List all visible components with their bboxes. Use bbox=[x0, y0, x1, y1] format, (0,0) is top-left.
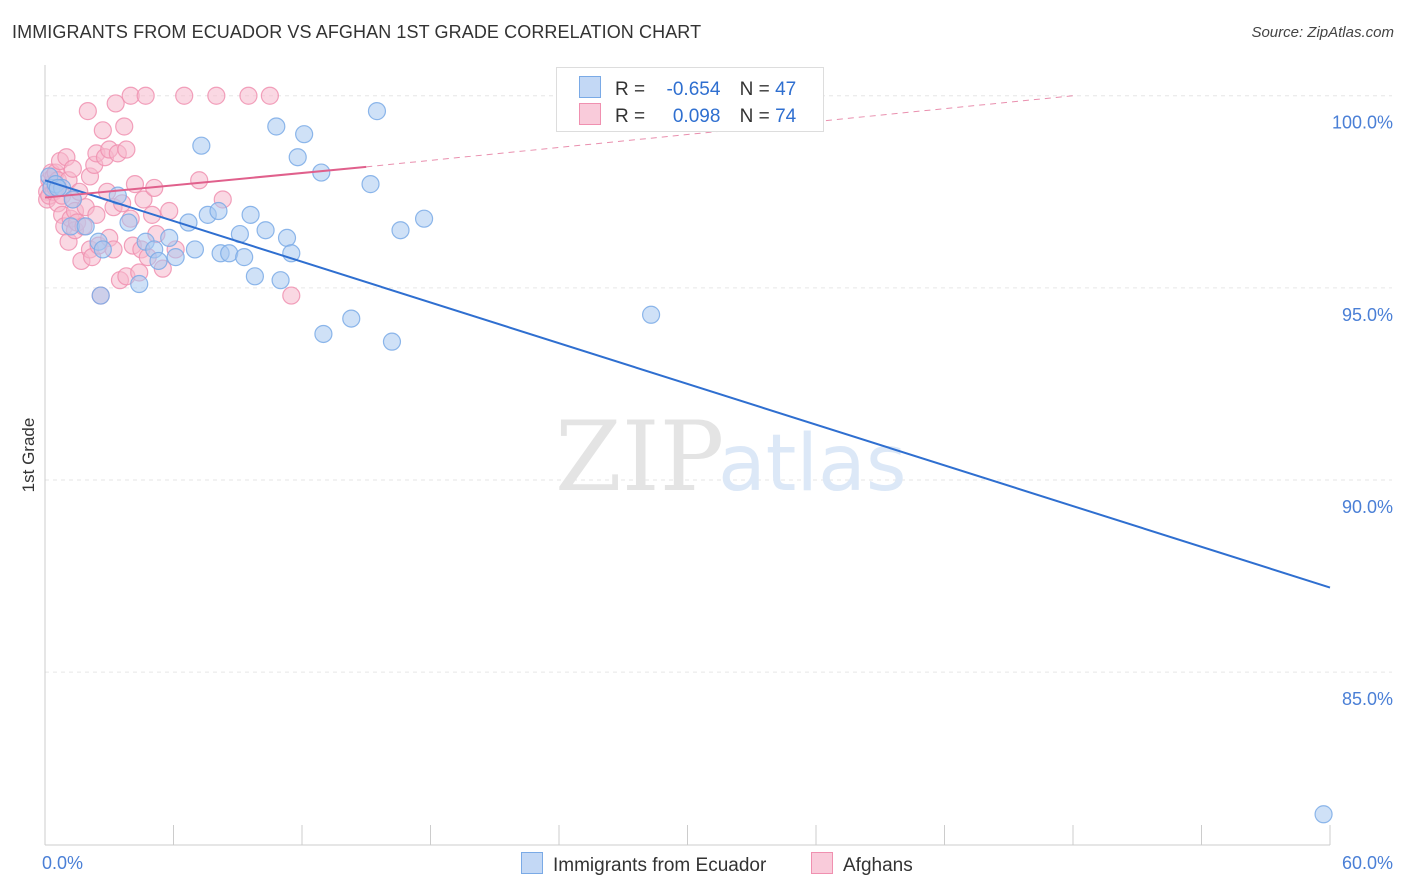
y-tick-label: 90.0% bbox=[1342, 497, 1393, 517]
legend-swatch-afghans bbox=[579, 103, 601, 125]
y-tick-label: 95.0% bbox=[1342, 305, 1393, 325]
trend-layer bbox=[44, 95, 1331, 589]
x-tick-label: 60.0% bbox=[1342, 853, 1393, 873]
ecuador-point bbox=[342, 309, 361, 328]
afghans-trendline bbox=[44, 165, 367, 199]
points-layer bbox=[38, 86, 1333, 824]
bottom-legend-afghans: Afghans bbox=[811, 852, 913, 877]
ecuador-point bbox=[166, 248, 185, 267]
afghans-point bbox=[134, 190, 153, 209]
ecuador-point bbox=[367, 102, 387, 121]
ecuador-point bbox=[391, 221, 410, 240]
ecuador-point bbox=[414, 209, 434, 228]
ecuador-point bbox=[314, 324, 333, 344]
ecuador-point bbox=[245, 267, 264, 286]
ecuador-point bbox=[295, 125, 314, 144]
source-label: Source: ZipAtlas.com bbox=[1251, 24, 1394, 41]
ecuador-point bbox=[91, 286, 110, 305]
label-layer: 85.0% 90.0% 95.0% 100.0% 0.0% 60.0% 1st Grade bbox=[19, 113, 1393, 873]
bottom-legend-label-ecuador: Immigrants from Ecuador bbox=[553, 855, 767, 876]
afghans-point bbox=[106, 94, 125, 113]
grid-layer bbox=[45, 95, 1392, 673]
ecuador-point bbox=[209, 201, 228, 221]
legend-n-value-afghans: 74 bbox=[775, 106, 797, 127]
afghans-point bbox=[93, 121, 112, 140]
ecuador-point bbox=[288, 148, 307, 167]
watermark-atlas: atlas bbox=[718, 419, 907, 509]
ecuador-point bbox=[641, 305, 661, 324]
ecuador-point bbox=[1314, 805, 1333, 824]
legend-r-label: R = bbox=[615, 106, 646, 127]
ecuador-point bbox=[220, 244, 239, 263]
ecuador-trendline bbox=[44, 179, 1331, 589]
afghans-point bbox=[136, 86, 155, 105]
afghans-point bbox=[87, 205, 106, 224]
y-tick-label: 85.0% bbox=[1342, 689, 1393, 709]
axis-layer bbox=[44, 65, 1331, 846]
ecuador-point bbox=[185, 240, 205, 259]
watermark: ZIP atlas bbox=[555, 401, 907, 513]
x-tick-label: 0.0% bbox=[42, 853, 83, 873]
ecuador-point bbox=[192, 136, 211, 155]
bottom-legend-ecuador: Immigrants from Ecuador bbox=[521, 852, 766, 877]
afghans-point bbox=[260, 86, 279, 105]
y-axis-label: 1st Grade bbox=[19, 418, 38, 493]
chart-title: IMMIGRANTS FROM ECUADOR VS AFGHAN 1ST GR… bbox=[12, 22, 702, 42]
watermark-zip: ZIP bbox=[555, 401, 724, 513]
ecuador-point bbox=[361, 175, 380, 194]
ecuador-point bbox=[271, 271, 290, 290]
ecuador-point bbox=[241, 205, 260, 224]
bottom-legend-swatch-afghans bbox=[811, 852, 833, 874]
afghans-point bbox=[282, 286, 301, 305]
ecuador-point bbox=[130, 274, 149, 294]
ecuador-point bbox=[160, 228, 179, 248]
afghans-point bbox=[117, 140, 136, 159]
ecuador-point bbox=[93, 240, 112, 259]
legend-row-ecuador: R = -0.654 N = 47 bbox=[579, 76, 796, 101]
ecuador-point bbox=[235, 248, 254, 267]
ecuador-point bbox=[149, 251, 168, 271]
ecuador-point bbox=[256, 221, 275, 240]
ecuador-point bbox=[267, 117, 286, 136]
ecuador-point bbox=[119, 213, 138, 232]
afghans-point bbox=[239, 86, 258, 105]
legend-n-label: N = bbox=[739, 106, 770, 127]
afghans-point bbox=[78, 102, 97, 121]
ecuador-point bbox=[277, 228, 297, 248]
afghans-point bbox=[115, 117, 134, 136]
y-tick-label: 100.0% bbox=[1332, 113, 1393, 133]
afghans-point bbox=[63, 159, 82, 178]
legend-n-label: N = bbox=[739, 79, 770, 100]
legend-swatch-ecuador bbox=[579, 76, 601, 98]
afghans-point bbox=[190, 171, 209, 190]
legend-row-afghans: R = 0.098 N = 74 bbox=[579, 103, 796, 128]
legend-r-label: R = bbox=[615, 79, 646, 100]
stats-legend: R = -0.654 N = 47 R = 0.098 N = 74 bbox=[556, 67, 824, 132]
afghans-point bbox=[207, 86, 226, 105]
legend-n-value-ecuador: 47 bbox=[775, 79, 797, 100]
bottom-legend-swatch-ecuador bbox=[521, 852, 543, 874]
ecuador-point bbox=[382, 332, 402, 351]
afghans-point bbox=[175, 86, 194, 105]
ecuador-point bbox=[76, 217, 95, 236]
bottom-legend-label-afghans: Afghans bbox=[843, 855, 913, 876]
legend-r-value-ecuador: -0.654 bbox=[666, 79, 721, 100]
legend-r-value-afghans: 0.098 bbox=[672, 106, 721, 127]
